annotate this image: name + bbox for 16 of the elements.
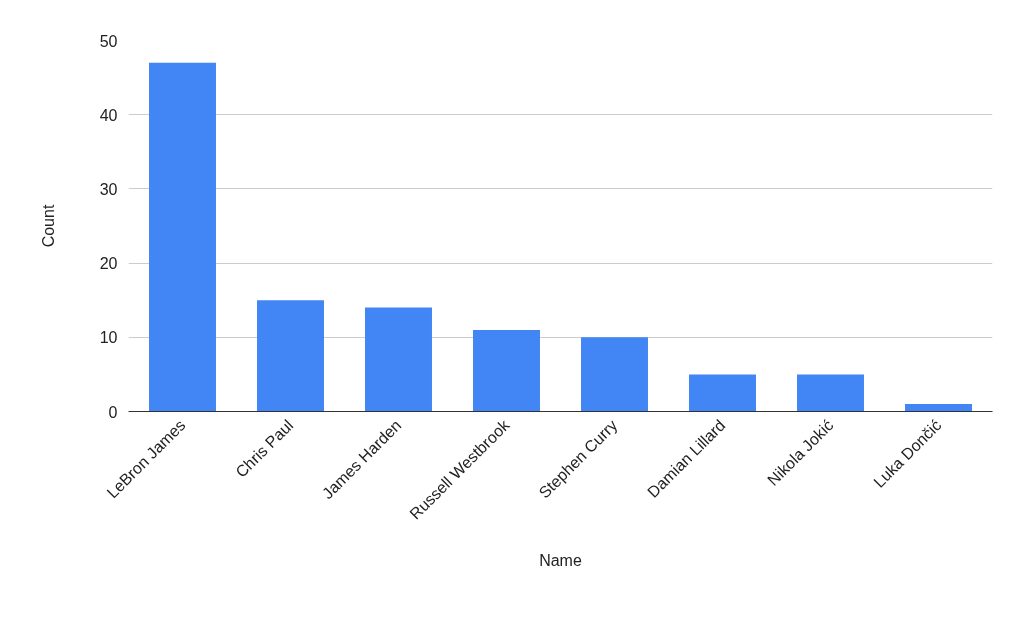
bar <box>581 337 648 412</box>
y-tick-label: 50 <box>99 32 118 50</box>
bar <box>689 374 756 412</box>
bar <box>257 300 324 412</box>
x-axis-title: Name <box>539 551 582 569</box>
bar <box>905 404 972 412</box>
y-tick-label: 10 <box>99 329 118 347</box>
bar <box>365 307 432 412</box>
y-tick-label: 0 <box>108 403 118 421</box>
y-axis-title: Count <box>39 204 57 248</box>
y-tick-label: 40 <box>99 106 118 124</box>
bar <box>149 62 216 412</box>
y-tick-label: 30 <box>99 180 118 198</box>
bar <box>797 374 864 412</box>
bar <box>473 329 540 412</box>
y-tick-label: 20 <box>99 255 118 273</box>
